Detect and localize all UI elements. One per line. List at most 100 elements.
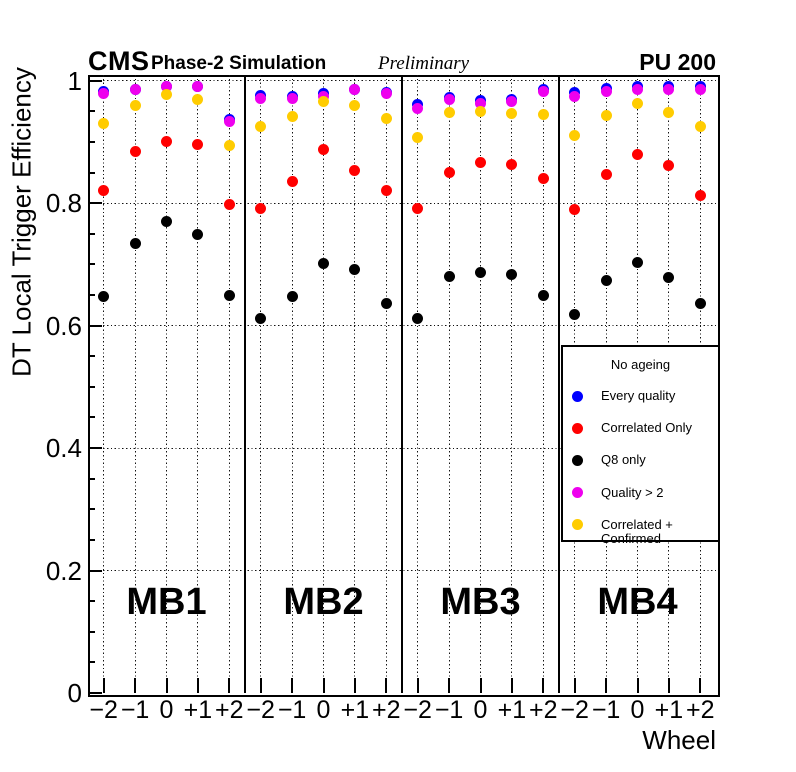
data-point-quality-2 [600, 85, 612, 97]
data-point-quality-2 [192, 80, 204, 92]
x-tick [699, 678, 702, 693]
data-point-quality-2 [286, 92, 298, 104]
y-minor-tick [88, 232, 95, 235]
data-point-quality-2 [412, 102, 424, 114]
legend-title: No ageing [610, 357, 671, 372]
data-point-quality-2 [443, 93, 455, 105]
data-point-q8-only [569, 309, 581, 321]
data-point-correlated-confirmed [663, 107, 675, 119]
data-point-correlated-confirmed [318, 96, 329, 108]
gridline-vertical [354, 75, 356, 693]
data-point-q8-only [223, 290, 235, 302]
y-minor-tick [88, 600, 95, 603]
data-point-q8-only [349, 264, 361, 276]
x-tick [479, 678, 482, 693]
y-minor-tick [88, 416, 95, 419]
data-point-correlated-confirmed [380, 113, 392, 125]
panel-separator [558, 75, 560, 693]
y-tick-label: 0 [67, 678, 82, 708]
y-major-tick [88, 79, 102, 82]
data-point-correlated-confirmed [286, 111, 298, 123]
y-minor-tick [88, 294, 95, 296]
data-point-correlated-confirmed [98, 118, 110, 130]
y-minor-tick [88, 385, 95, 388]
data-point-q8-only [475, 267, 486, 279]
data-point-q8-only [129, 238, 141, 250]
data-point-quality-2 [380, 88, 392, 100]
data-point-quality-2 [475, 97, 486, 109]
data-point-correlated-confirmed [255, 121, 267, 133]
gridline-vertical [166, 75, 167, 693]
y-major-tick [88, 202, 102, 205]
gridline-vertical [103, 75, 105, 693]
panel-separator [244, 75, 246, 693]
y-minor-tick [88, 508, 95, 511]
gridline-vertical [291, 75, 293, 693]
gridline-vertical [197, 75, 199, 693]
data-point-quality-2 [223, 116, 235, 128]
data-point-quality-2 [255, 92, 267, 104]
yellow-dot-marker [572, 519, 583, 531]
data-point-correlated-only [694, 189, 706, 201]
data-point-q8-only [663, 272, 675, 284]
data-point-quality-2 [537, 85, 549, 97]
x-tick-label: 0 [473, 696, 488, 724]
data-point-q8-only [286, 290, 298, 302]
data-point-quality-2 [161, 81, 172, 93]
y-minor-tick [88, 355, 95, 358]
black-dot-marker [572, 454, 583, 466]
x-tick-label: +2 [372, 696, 401, 724]
x-tick [259, 678, 262, 693]
data-point-q8-only [443, 271, 455, 283]
data-point-quality-2 [694, 84, 706, 96]
data-point-correlated-confirmed [161, 89, 172, 101]
y-major-tick [88, 324, 102, 327]
y-tick-label: 0.8 [45, 188, 82, 219]
data-point-correlated-confirmed [192, 93, 204, 105]
gridline-vertical [511, 75, 513, 693]
data-point-quality-2 [569, 90, 581, 102]
x-tick-label: −1 [120, 696, 150, 724]
y-tick-label: 0.6 [45, 310, 82, 341]
x-tick-label: −2 [403, 696, 432, 724]
data-point-quality-2 [318, 90, 329, 102]
y-minor-tick [88, 263, 95, 266]
gridline-vertical [542, 75, 544, 693]
legend-entry-label: Correlated + Confirmed [601, 516, 673, 546]
data-point-correlated-only [129, 146, 141, 158]
x-tick [102, 678, 105, 693]
red-dot-marker [572, 422, 583, 434]
x-tick [636, 678, 639, 693]
legend-entry-label: Q8 only [601, 452, 646, 468]
gridline-vertical [417, 75, 419, 693]
x-tick [228, 678, 231, 693]
data-point-correlated-only [600, 168, 612, 180]
data-point-correlated-confirmed [223, 140, 235, 152]
data-point-quality-2 [129, 84, 141, 96]
y-major-tick [88, 692, 102, 694]
data-point-q8-only [161, 216, 172, 228]
data-point-correlated-confirmed [537, 108, 549, 120]
x-tick-label: +2 [215, 696, 244, 724]
data-point-quality-2 [98, 88, 110, 100]
data-point-q8-only [632, 257, 643, 269]
x-tick-label: +1 [654, 696, 684, 724]
x-tick-label: 0 [159, 696, 174, 724]
data-point-correlated-confirmed [632, 97, 643, 109]
x-tick [134, 678, 137, 693]
y-major-tick [88, 569, 102, 572]
data-point-correlated-only [663, 159, 675, 171]
gridline-vertical [385, 75, 387, 693]
data-point-correlated-confirmed [694, 121, 706, 133]
y-minor-tick [88, 661, 95, 664]
data-point-q8-only [600, 275, 612, 287]
data-point-q8-only [537, 289, 549, 301]
data-point-q8-only [380, 298, 392, 310]
data-point-correlated-confirmed [349, 99, 361, 111]
data-point-correlated-only [569, 204, 581, 216]
x-tick-label: +1 [497, 696, 527, 724]
data-point-correlated-only [255, 202, 267, 214]
data-point-correlated-only [161, 136, 172, 148]
data-point-correlated-only [286, 176, 298, 188]
